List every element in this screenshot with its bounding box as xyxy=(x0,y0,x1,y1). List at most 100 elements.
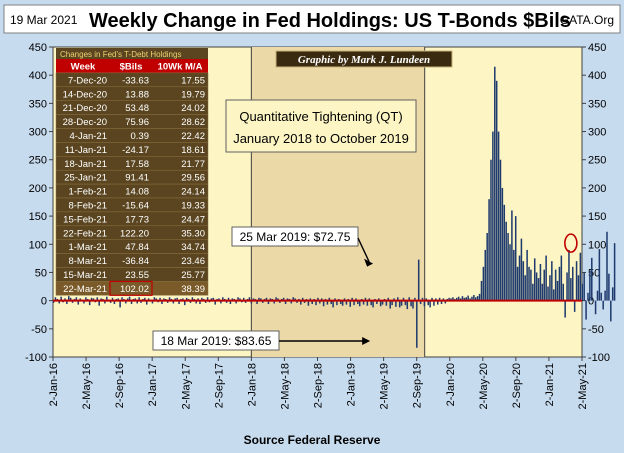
y-tick-label-left: 0 xyxy=(41,296,47,308)
bar xyxy=(499,159,502,301)
bar xyxy=(67,296,70,301)
bar xyxy=(476,296,479,301)
bar xyxy=(551,261,553,301)
bar xyxy=(269,298,272,301)
bar xyxy=(552,289,555,301)
bar xyxy=(604,290,606,301)
bar xyxy=(410,300,412,307)
table-cell: 11-Jan-21 xyxy=(65,145,107,156)
bar xyxy=(258,297,260,301)
bar xyxy=(229,300,232,305)
bar xyxy=(168,297,171,301)
bar xyxy=(199,300,201,305)
bar xyxy=(528,266,530,301)
bar xyxy=(594,300,597,315)
bar xyxy=(421,297,424,301)
table-cell: 25.77 xyxy=(181,270,205,281)
bar xyxy=(613,243,616,301)
table-cell: 28.62 xyxy=(181,117,205,128)
bar xyxy=(436,300,439,305)
bar xyxy=(161,300,163,305)
annotation-upper-arrowhead xyxy=(364,258,374,267)
bar xyxy=(465,297,468,301)
bar xyxy=(459,298,462,301)
bar xyxy=(294,298,296,301)
bar xyxy=(351,297,353,301)
table-cell: 25-Jan-21 xyxy=(64,173,107,184)
bar xyxy=(275,297,277,301)
bar xyxy=(457,296,460,301)
bar xyxy=(522,261,525,301)
bar xyxy=(393,298,395,301)
y-tick-label-right: 300 xyxy=(588,127,606,139)
bar xyxy=(431,297,433,301)
table-cell: 29.56 xyxy=(181,173,205,184)
bar xyxy=(144,297,146,301)
bar xyxy=(598,249,601,301)
x-tick-label: 2-Sep-18 xyxy=(313,363,325,408)
bar xyxy=(212,297,215,301)
bar xyxy=(117,298,119,301)
bar xyxy=(592,300,595,301)
bar xyxy=(562,283,565,301)
x-tick-label: 2-Sep-17 xyxy=(213,363,225,408)
qt-label-line2: January 2018 to October 2019 xyxy=(233,131,409,146)
x-tick-label: 2-May-21 xyxy=(577,363,589,409)
bar xyxy=(495,80,498,301)
bar xyxy=(577,275,580,301)
bar xyxy=(450,298,452,301)
table-cell: 17.58 xyxy=(125,159,149,170)
bar xyxy=(444,300,447,304)
y-tick-label-left: 150 xyxy=(29,211,47,223)
table-cell: 1-Feb-21 xyxy=(68,187,107,198)
bar xyxy=(611,287,614,301)
credit-text: Graphic by Mark J. Lundeen xyxy=(298,54,430,66)
bar xyxy=(591,257,593,301)
bar xyxy=(572,266,574,301)
bar xyxy=(163,298,165,301)
bar xyxy=(282,297,285,301)
bar xyxy=(79,298,81,301)
bar xyxy=(336,300,338,306)
table-cell: 19.33 xyxy=(181,201,205,212)
bar xyxy=(492,131,494,301)
y-axis-left: -100 -50 0 50 100 150 200 250 300 350 400 450 xyxy=(25,42,53,364)
bar xyxy=(385,300,388,306)
header-bar xyxy=(3,4,621,34)
table-cell: 7-Dec-20 xyxy=(68,75,107,86)
bar xyxy=(145,300,148,305)
bar xyxy=(153,297,156,301)
bar xyxy=(573,300,576,312)
bar xyxy=(583,272,585,301)
bar xyxy=(480,280,483,301)
table-cell: 8-Mar-21 xyxy=(68,256,107,267)
bar xyxy=(134,298,137,301)
table-cell: 23.46 xyxy=(181,256,205,267)
bar xyxy=(176,297,178,301)
table-header-cell: 10Wk M/A xyxy=(158,62,203,73)
bar xyxy=(151,300,154,304)
bar xyxy=(417,259,420,301)
x-tick-label: 2-May-16 xyxy=(81,363,93,409)
table-cell: 53.48 xyxy=(125,103,149,114)
bar xyxy=(119,300,121,308)
bar xyxy=(362,300,365,305)
credit-banner xyxy=(275,50,453,68)
bar xyxy=(358,300,361,307)
bar xyxy=(400,300,403,306)
bar xyxy=(307,300,310,306)
bar xyxy=(520,238,523,301)
table-cell: 17.73 xyxy=(125,214,149,225)
bar xyxy=(140,300,142,303)
bar xyxy=(92,298,95,301)
bar xyxy=(507,233,509,301)
bar xyxy=(237,297,239,301)
bar xyxy=(442,298,445,301)
bar xyxy=(427,300,429,306)
bar xyxy=(341,300,344,306)
bar xyxy=(349,300,352,307)
bar xyxy=(389,300,391,309)
bar xyxy=(440,300,443,305)
bar xyxy=(138,297,140,301)
